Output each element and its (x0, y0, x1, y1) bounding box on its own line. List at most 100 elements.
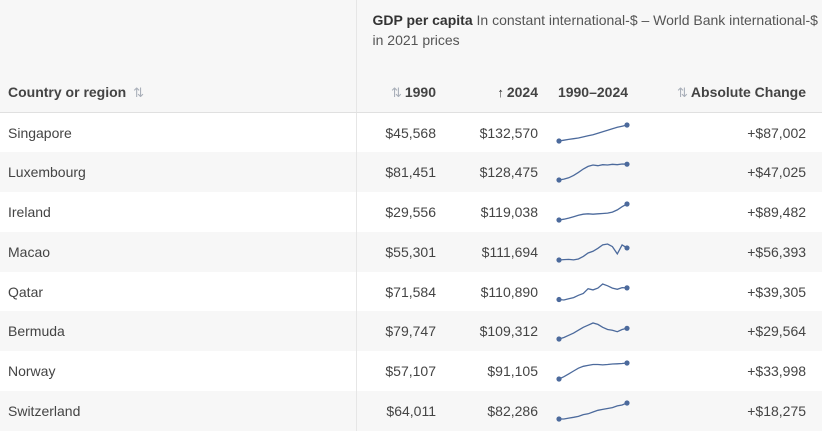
row-value-2024: $109,312 (436, 311, 538, 352)
sparkline (556, 161, 630, 183)
row-value-1990: $71,584 (355, 271, 436, 312)
column-header-1990[interactable]: ⇅ 1990 (355, 72, 436, 113)
sparkline-start-point (556, 416, 562, 422)
sparkline-end-point (624, 360, 630, 366)
row-country: Norway (0, 351, 356, 392)
row-value-2024: $132,570 (436, 112, 538, 153)
sparkline-line (558, 124, 628, 142)
row-absolute-change: +$89,482 (648, 192, 822, 232)
group-header-subtitle: In constant international-$ – World Bank… (372, 12, 818, 48)
column-header-country-label: Country or region (8, 83, 127, 100)
row-absolute-change: +$33,998 (648, 351, 822, 392)
row-sparkline-cell (538, 351, 648, 392)
sparkline (556, 243, 630, 263)
row-value-2024: $110,890 (436, 271, 538, 312)
sparkline-end-point (624, 284, 630, 291)
table-row: Macao $55,301 $111,694 +$56,393 (0, 231, 822, 272)
sort-up-icon[interactable]: ↑ (497, 85, 504, 100)
sparkline-end-point (624, 400, 630, 406)
column-header-country[interactable]: Country or region ⇅ (0, 72, 356, 113)
table-row: Qatar $71,584 $110,890 +$39,305 (0, 271, 822, 312)
sparkline-start-point (556, 376, 562, 382)
sort-both-icon[interactable]: ⇅ (133, 84, 145, 100)
group-header-gdp: GDP per capita In constant international… (355, 0, 822, 72)
row-sparkline-cell (538, 391, 648, 431)
sparkline-end-point (624, 122, 630, 128)
table-body: Singapore $45,568 $132,570 +$87,002 Luxembou… (0, 112, 822, 431)
row-country: Bermuda (0, 311, 356, 352)
sparkline (556, 282, 630, 302)
row-value-2024: $82,286 (436, 391, 538, 431)
table-row: Singapore $45,568 $132,570 +$87,002 (0, 112, 822, 153)
sparkline-start-point (556, 138, 562, 144)
row-value-2024: $91,105 (436, 351, 538, 392)
sparkline-end-point (624, 326, 630, 332)
row-sparkline-cell (538, 152, 648, 193)
row-country: Ireland (0, 192, 356, 232)
sparkline (556, 122, 630, 144)
row-value-1990: $45,568 (355, 112, 436, 153)
table-row: Norway $57,107 $91,105 +$33,998 (0, 351, 822, 392)
row-absolute-change: +$29,564 (648, 311, 822, 352)
sort-both-icon[interactable]: ⇅ (390, 84, 402, 100)
row-absolute-change: +$18,275 (648, 391, 822, 431)
row-absolute-change: +$87,002 (648, 112, 822, 153)
row-value-1990: $79,747 (355, 311, 436, 352)
sort-both-icon[interactable]: ⇅ (677, 84, 688, 100)
row-value-2024: $128,475 (436, 152, 538, 193)
column-header-2024-label: 2024 (506, 84, 538, 100)
row-absolute-change: +$47,025 (648, 152, 822, 193)
sparkline-line (558, 243, 628, 261)
row-value-2024: $119,038 (436, 192, 538, 232)
row-absolute-change: +$56,393 (648, 231, 822, 272)
row-value-1990: $55,301 (355, 231, 436, 272)
group-header-blank (0, 0, 356, 72)
row-country: Singapore (0, 112, 356, 153)
column-header-sparkline: 1990–2024 (538, 72, 648, 113)
sparkline-end-point (624, 245, 630, 251)
group-header-title: GDP per capita (372, 12, 473, 28)
sparkline-line (558, 163, 628, 181)
sparkline-start-point (556, 296, 562, 302)
row-value-2024: $111,694 (436, 231, 538, 272)
row-value-1990: $81,451 (355, 152, 436, 193)
sparkline (556, 400, 630, 422)
row-country: Switzerland (0, 391, 356, 431)
sparkline (556, 322, 630, 342)
sparkline-end-point (624, 201, 630, 207)
sparkline-line (559, 402, 628, 420)
row-sparkline-cell (538, 112, 648, 153)
column-header-row: Country or region ⇅ ⇅ 1990 ↑ 2024 1990–202… (0, 72, 822, 113)
row-sparkline-cell (538, 192, 648, 232)
sparkline-end-point (624, 161, 630, 167)
column-header-sparkline-label: 1990–2024 (557, 84, 629, 100)
table-row: Luxembourg $81,451 $128,475 +$47,025 (0, 152, 822, 193)
table-row: Ireland $29,556 $119,038 +$89,482 (0, 192, 822, 232)
sparkline-line (558, 322, 628, 340)
sparkline-line (558, 282, 628, 301)
column-header-change[interactable]: ⇅ Absolute Change (648, 72, 822, 113)
row-absolute-change: +$39,305 (648, 271, 822, 312)
table-row: Switzerland $64,011 $82,286 +$18,275 (0, 391, 822, 431)
column-header-1990-label: 1990 (404, 83, 436, 100)
row-value-1990: $64,011 (355, 391, 436, 431)
column-header-2024[interactable]: ↑ 2024 (436, 72, 538, 113)
row-sparkline-cell (538, 231, 648, 272)
row-country: Macao (0, 231, 356, 272)
sparkline-start-point (556, 177, 562, 183)
table-row: Bermuda $79,747 $109,312 +$29,564 (0, 311, 822, 352)
row-sparkline-cell (538, 311, 648, 352)
row-value-1990: $57,107 (355, 351, 436, 392)
row-value-1990: $29,556 (355, 192, 436, 232)
group-header-row: GDP per capita In constant international… (0, 0, 822, 72)
sparkline (556, 201, 630, 223)
sparkline-start-point (556, 336, 562, 342)
sparkline-line (558, 362, 628, 380)
row-sparkline-cell (538, 271, 648, 312)
sparkline-start-point (556, 257, 562, 263)
sparkline (556, 360, 630, 382)
sparkline-start-point (556, 217, 562, 223)
sparkline-line (558, 203, 628, 221)
column-header-change-label: Absolute Change (690, 83, 807, 100)
